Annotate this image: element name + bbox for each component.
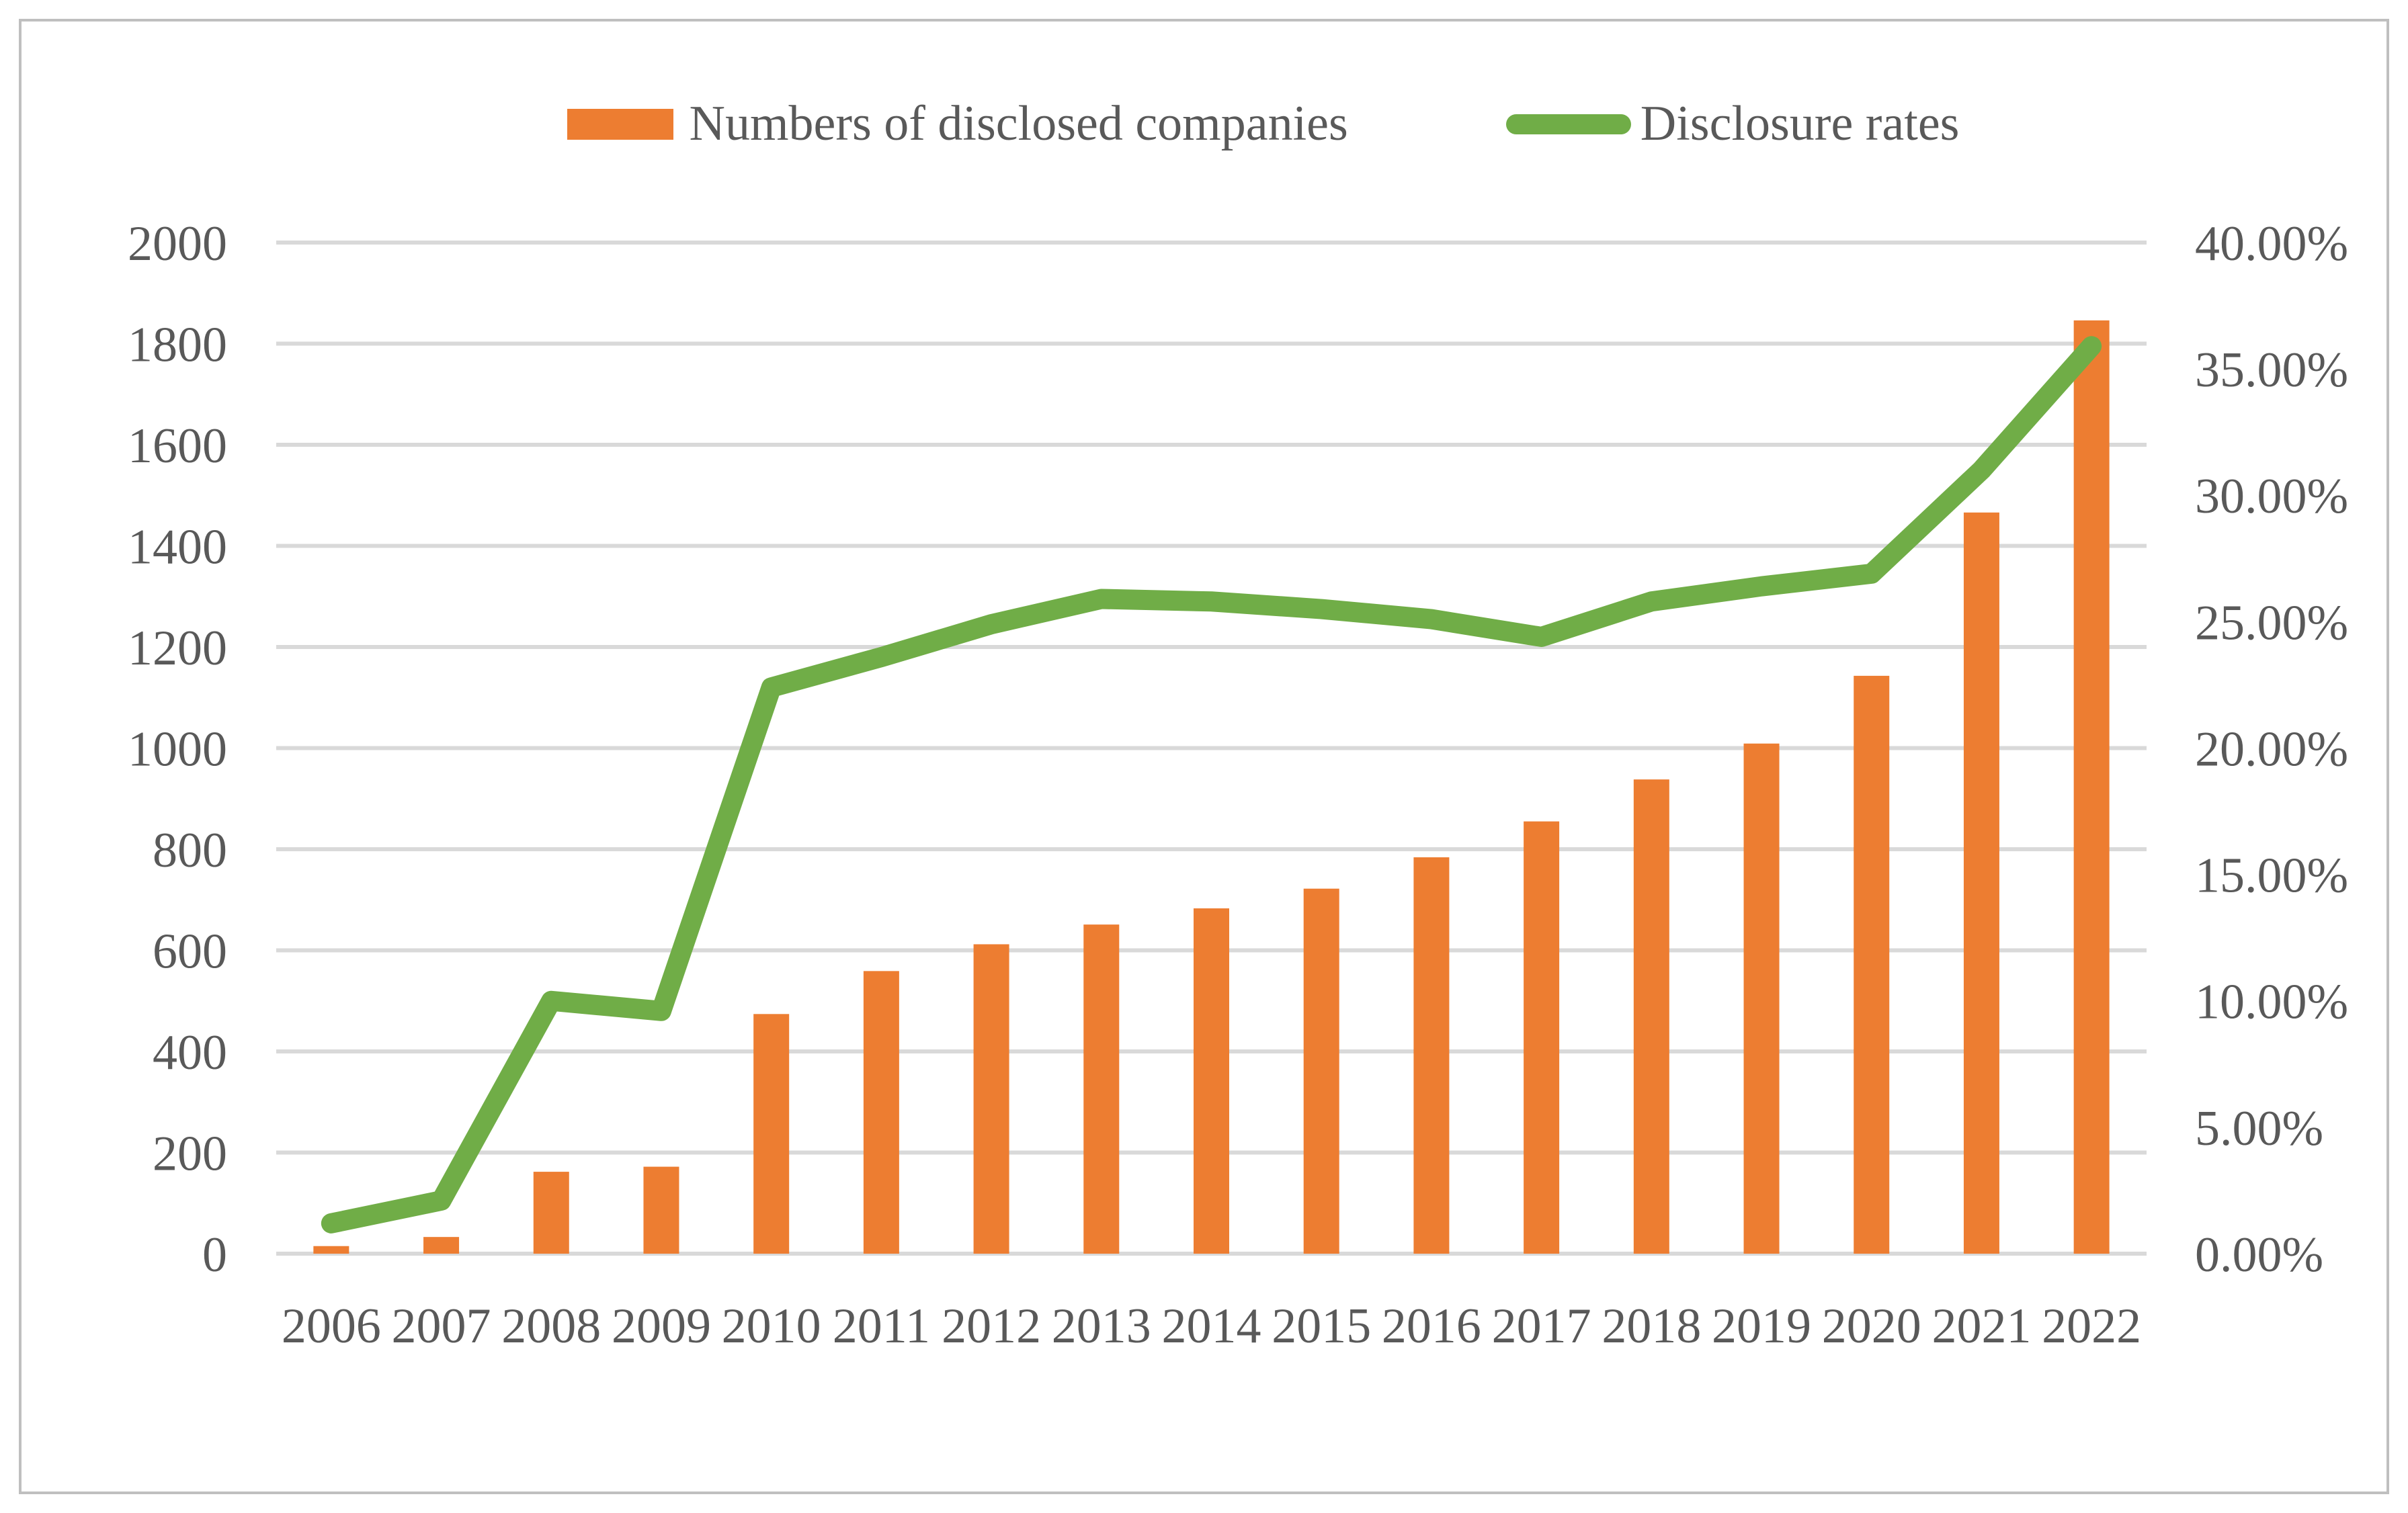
x-axis-tick-label: 2009 <box>612 1299 711 1354</box>
right-axis-tick-label: 5.00% <box>2195 1101 2323 1156</box>
bar-2011 <box>863 971 899 1254</box>
bar-2008 <box>533 1172 569 1254</box>
bar-2009 <box>643 1166 679 1254</box>
right-axis-tick-label: 40.00% <box>2195 216 2348 271</box>
right-axis-tick-label: 20.00% <box>2195 722 2348 777</box>
x-axis-tick-label: 2012 <box>942 1299 1041 1354</box>
bar-2012 <box>973 944 1009 1254</box>
x-axis-tick-label: 2006 <box>282 1299 381 1354</box>
bar-2010 <box>753 1014 790 1254</box>
x-axis-tick-label: 2021 <box>1932 1299 2031 1354</box>
left-axis-tick-label: 400 <box>153 1025 227 1080</box>
x-axis-tick-label: 2013 <box>1052 1299 1151 1354</box>
x-axis-tick-label: 2022 <box>2042 1299 2141 1354</box>
x-axis-tick-label: 2010 <box>722 1299 821 1354</box>
right-axis-tick-label: 10.00% <box>2195 975 2348 1030</box>
bar-2020 <box>1854 675 1890 1254</box>
legend-item-disclosure-rates: Disclosure rates <box>1505 95 1960 153</box>
bar-2013 <box>1083 924 1120 1254</box>
left-axis-tick-label: 1200 <box>128 621 227 676</box>
legend-label-disclosure-rates: Disclosure rates <box>1640 96 1960 151</box>
x-axis-tick-label: 2018 <box>1602 1299 1701 1354</box>
legend-label-disclosed-companies: Numbers of disclosed companies <box>689 96 1348 151</box>
x-axis-tick-label: 2007 <box>392 1299 491 1354</box>
line-series-swatch-icon <box>1505 114 1631 134</box>
x-axis-tick-label: 2015 <box>1272 1299 1371 1354</box>
right-axis-tick-label: 0.00% <box>2195 1227 2323 1283</box>
left-axis-tick-label: 1800 <box>128 317 227 372</box>
bar-2006 <box>313 1246 349 1254</box>
right-axis-tick-label: 30.00% <box>2195 469 2348 524</box>
x-axis-tick-label: 2014 <box>1162 1299 1261 1354</box>
left-axis-tick-label: 1000 <box>128 722 227 777</box>
bar-2015 <box>1303 888 1339 1254</box>
left-axis-tick-label: 1600 <box>128 419 227 474</box>
x-axis-tick-label: 2016 <box>1382 1299 1481 1354</box>
x-axis-tick-label: 2011 <box>833 1299 930 1354</box>
left-axis-tick-label: 0 <box>202 1227 227 1283</box>
left-axis-tick-label: 200 <box>153 1126 227 1181</box>
bar-2021 <box>1963 512 1999 1254</box>
disclosure-rates-line <box>321 336 2102 1234</box>
x-axis-tick-label: 2020 <box>1822 1299 1921 1354</box>
bar-2007 <box>423 1237 460 1254</box>
right-axis-tick-label: 25.00% <box>2195 595 2348 650</box>
left-axis-tick-label: 1400 <box>128 519 227 574</box>
x-axis-tick-label: 2017 <box>1492 1299 1591 1354</box>
bar-2019 <box>1743 743 1780 1254</box>
legend-item-disclosed-companies: Numbers of disclosed companies <box>567 95 1348 153</box>
left-axis-tick-label: 600 <box>153 924 227 979</box>
right-axis-tick-label: 35.00% <box>2195 343 2348 398</box>
bar-2017 <box>1524 821 1560 1254</box>
left-axis-tick-label: 800 <box>153 823 227 878</box>
bar-2022 <box>2073 320 2110 1254</box>
bar-series-swatch-icon <box>567 108 673 140</box>
bar-2018 <box>1633 779 1669 1254</box>
left-axis-tick-label: 2000 <box>128 216 227 271</box>
bar-2014 <box>1194 908 1229 1254</box>
right-axis-tick-label: 15.00% <box>2195 849 2348 904</box>
x-axis-tick-label: 2019 <box>1712 1299 1811 1354</box>
chart-legend: Numbers of disclosed companies Disclosur… <box>59 95 2408 153</box>
x-axis-tick-label: 2008 <box>501 1299 601 1354</box>
bar-2016 <box>1413 857 1450 1254</box>
